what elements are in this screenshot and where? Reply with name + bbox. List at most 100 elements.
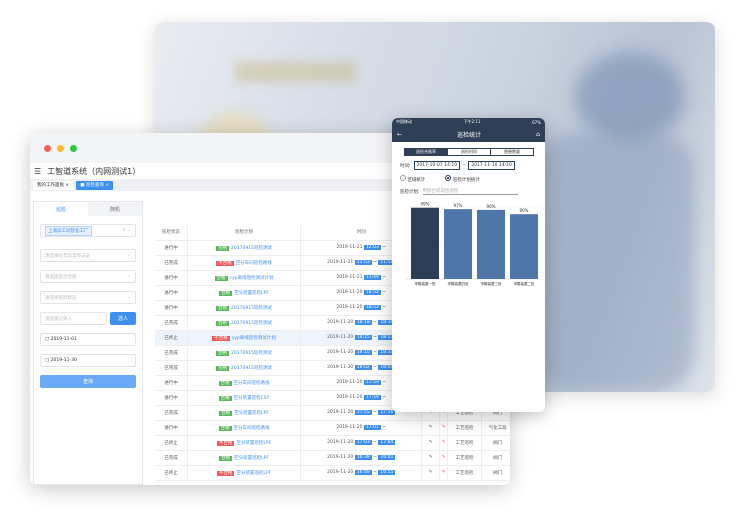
type-cell: 工艺巡检 (447, 465, 482, 481)
plan-link[interactable]: 空分装置巡检LPF (234, 410, 269, 416)
table-row[interactable]: 已终止 不合格 空分装置巡检LPF 2019-11-20 16:48 ~ 16:5… (155, 465, 510, 481)
plan-link[interactable]: 20170915巡检测试 (231, 350, 272, 356)
tab-dashboard[interactable]: 我的工作面板 × (33, 180, 74, 190)
result-badge: 不合格 (216, 470, 235, 476)
status-cell: 已完成 (155, 360, 188, 376)
edit-red-icon[interactable]: ✎ (439, 405, 449, 421)
status-select[interactable]: 请选择巡检状态 ⌄ (40, 291, 136, 304)
plan-link[interactable]: 空分装置巡检LPF (236, 440, 272, 446)
query-button[interactable]: 查询 (40, 375, 136, 388)
edit-icon[interactable]: ✎ (421, 420, 440, 436)
result-badge: 合格 (219, 410, 233, 416)
status-cell: 进行中 (155, 285, 188, 301)
edit-red-icon[interactable]: ✎ (439, 450, 449, 466)
time-cell: 2019-11-21 12:03 ~ (300, 240, 423, 256)
home-icon[interactable]: ⌂ (536, 130, 540, 138)
app-title: 工智道系统（内网测试1） (47, 166, 141, 176)
column-header: 巡检状态 (155, 225, 188, 241)
plan-link[interactable]: cyp离线巡检测试计划 (229, 275, 274, 281)
edit-red-icon[interactable]: ✎ (439, 435, 449, 451)
result-badge: 合格 (216, 245, 230, 251)
plan-link[interactable]: 20170915巡检测试 (231, 245, 272, 251)
plan-link[interactable]: cyp离线巡检测试计划 (231, 335, 276, 341)
plan-link[interactable]: 20170915巡检测试 (231, 320, 272, 326)
close-dot[interactable] (44, 144, 51, 152)
plan-link[interactable]: 20170915巡检测试 (231, 305, 272, 311)
abnormal-select[interactable]: 请选择有无异常项记录 ⌄ (40, 249, 136, 262)
plan-cell: 合格 空分装置巡检CSY (187, 390, 302, 406)
plan-input[interactable]: 甲醇合成岗位巡检 (422, 188, 518, 195)
plan-cell: 合格 20170915巡检测试 (187, 345, 302, 361)
end-date-input[interactable]: ▢ 2019-11-30 (40, 354, 136, 367)
edit-red-icon[interactable]: ✎ (439, 420, 449, 436)
column-header: 巡检计划 (187, 225, 302, 241)
phone-mockup: 中国移动 下午2:11 67% ← 巡检统计 ⌂ 巡检合格率 巡检时间 隐患数量 时间:… (392, 118, 545, 412)
type-cell: 工艺巡检 (447, 435, 482, 451)
plan-link[interactable]: 空分车间巡检路线 (233, 380, 270, 386)
maximize-dot[interactable] (70, 144, 77, 152)
screen-title: 巡检统计 (457, 131, 482, 139)
tab-inspection[interactable]: 巡检 (34, 202, 88, 216)
plan-link[interactable]: 20170915巡检测试 (231, 365, 272, 371)
plan-cell: 合格 20170915巡检测试 (187, 315, 302, 331)
bar-value-label: 90% (520, 208, 529, 213)
status-cell: 已终止 (155, 435, 188, 451)
table-row[interactable]: 进行中 合格 空分车间巡检路线 2019-11-20 17:01 ~ ✎ ✎ 工艺巡… (155, 420, 510, 436)
back-icon[interactable]: ← (397, 130, 403, 138)
qualified-select[interactable]: 请选择是否合格 ⌄ (40, 270, 136, 283)
menu-icon[interactable]: ☰ (34, 166, 42, 176)
recorder-input[interactable]: 请选择记录人 (40, 312, 107, 325)
plan-cell: 不合格 空分车间巡检路线 (187, 255, 302, 271)
result-badge: 不合格 (216, 440, 235, 446)
plan-link[interactable]: 空分车间巡检路线 (233, 425, 270, 431)
plan-link[interactable]: 空分车间巡检路线 (235, 260, 272, 266)
status-cell: 已完成 (155, 450, 188, 466)
time-cell: 2019-11-20 17:01 ~ (300, 420, 423, 436)
plan-cell: 合格 20170915巡检测试 (187, 360, 302, 376)
radio-plan[interactable]: 巡检计划统计 (445, 175, 480, 183)
status-cell: 已完成 (155, 255, 188, 271)
edit-icon[interactable]: ✎ (421, 435, 440, 451)
result-badge: 合格 (216, 320, 230, 326)
time-cell: 2019-11-20 17:59 ~ (300, 375, 423, 391)
status-cell: 进行中 (155, 300, 188, 316)
result-badge: 合格 (216, 305, 230, 311)
tab-random[interactable]: 随机 (88, 202, 142, 216)
result-badge: 合格 (219, 290, 233, 296)
start-date-input[interactable]: ▢ 2019-11-01 (40, 333, 136, 346)
time-cell: 2019-11-20 17:55 ~ 17:56 (300, 405, 423, 421)
edit-red-icon[interactable]: ✎ (439, 465, 449, 481)
date-to[interactable]: 2017-11-10 14:10 (468, 161, 515, 170)
date-from[interactable]: 2017-10-07 14:10 (413, 161, 461, 170)
category-label: 甲醇装置四班 (448, 281, 469, 286)
plan-link[interactable]: 空分装置巡检LPF (234, 290, 269, 296)
radio-area[interactable]: 区域统计 (400, 175, 425, 183)
select-person-button[interactable]: 选人 (110, 312, 136, 325)
tab-inspection-query[interactable]: ■ 巡检查询 × (76, 180, 114, 190)
bar-value-label: 97% (454, 203, 463, 208)
table-row[interactable]: 已终止 不合格 空分装置巡检LPF 2019-11-20 17:03 ~ 17:0… (155, 435, 510, 451)
segment-time[interactable]: 巡检时间 (448, 149, 491, 155)
status-cell: 已终止 (155, 330, 188, 346)
plan-cell: 合格 空分车间巡检路线 (187, 375, 302, 391)
plan-link[interactable]: 空分装置巡检LPF (236, 470, 272, 476)
edit-icon[interactable]: ✎ (421, 450, 440, 466)
plan-link[interactable]: 空分装置巡检LPF (234, 455, 269, 461)
filter-panel: 巡检 随机 上海异工同智化工厂 × ⌄ 请选择有无异常项记录 ⌄ 请选择是否合格 ⌄ 请… (33, 201, 143, 485)
bar (477, 209, 505, 279)
factory-select[interactable]: 上海异工同智化工厂 × ⌄ (40, 224, 136, 237)
time-cell: 2019-11-20 18:18 ~ 18:39 (300, 315, 423, 331)
table-row[interactable]: 已完成 合格 空分装置巡检LPF 2019-11-20 16:38 ~ 16:41… (155, 450, 510, 466)
status-cell: 已完成 (155, 345, 188, 361)
plan-link[interactable]: 空分装置巡检CSY (233, 395, 270, 401)
result-badge: 合格 (218, 395, 232, 401)
segment-pass-rate[interactable]: 巡检合格率 (405, 149, 448, 155)
category-label: 甲醇装置二班 (514, 281, 535, 286)
edit-icon[interactable]: ✎ (421, 465, 440, 481)
minimize-dot[interactable] (57, 144, 64, 152)
result-badge: 合格 (214, 275, 228, 281)
result-badge: 合格 (218, 380, 232, 386)
segment-hazards[interactable]: 隐患数量 (504, 149, 520, 154)
area-cell: 阀门 (481, 465, 510, 481)
